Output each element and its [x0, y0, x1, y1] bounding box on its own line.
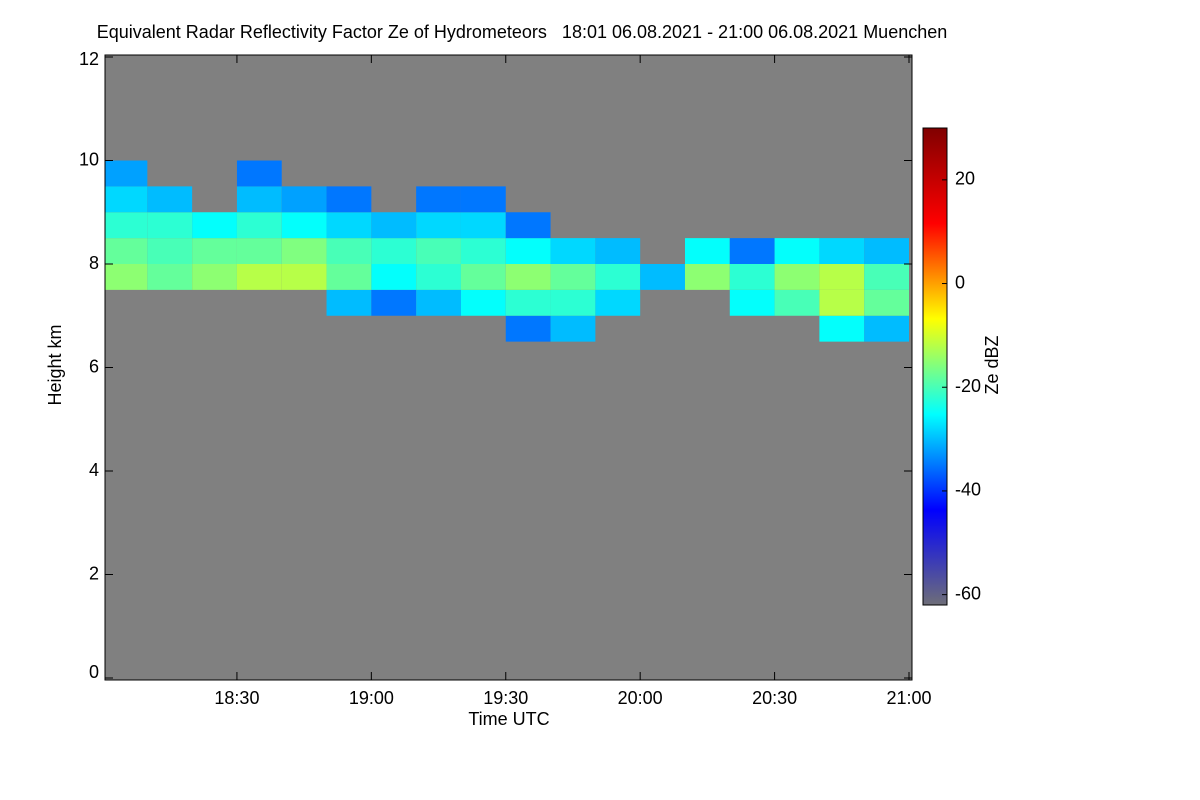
heatmap-cell — [105, 238, 148, 264]
heatmap-cell — [416, 186, 461, 213]
y-tick-label: 6 — [89, 356, 99, 376]
heatmap-cell — [774, 238, 820, 264]
heatmap-cell — [460, 238, 506, 264]
heatmap-cell — [729, 289, 775, 316]
heatmap-cell — [505, 238, 551, 264]
colorbar-tick-label: 20 — [955, 169, 975, 189]
colorbar — [922, 127, 948, 606]
heatmap-cell — [684, 264, 730, 290]
heatmap-cell — [460, 264, 506, 290]
heatmap-cell — [640, 264, 685, 290]
x-tick-label: 20:30 — [752, 688, 797, 708]
heatmap-cell — [595, 264, 641, 290]
heatmap-cell — [684, 238, 730, 264]
x-tick-label: 21:00 — [886, 688, 931, 708]
colorbar-tick-label: -20 — [955, 376, 981, 396]
heatmap-cell — [105, 186, 148, 213]
heatmap-cell — [371, 238, 417, 264]
heatmap-cell — [729, 264, 775, 290]
heatmap-cell — [416, 212, 461, 239]
heatmap-cell — [192, 238, 237, 264]
heatmap-cell — [236, 238, 282, 264]
heatmap-cell — [505, 212, 551, 239]
heatmap-cell — [819, 315, 865, 342]
heatmap-cell — [281, 186, 327, 213]
heatmap-cell — [864, 238, 909, 264]
heatmap-cell — [819, 238, 865, 264]
heatmap-cell — [729, 238, 775, 264]
heatmap-cell — [192, 264, 237, 290]
y-tick-label: 4 — [89, 460, 99, 480]
heatmap-cell — [147, 238, 193, 264]
x-tick-label: 19:30 — [483, 688, 528, 708]
heatmap-cell — [371, 264, 417, 290]
heatmap-cell — [326, 186, 372, 213]
heatmap-cell — [192, 212, 237, 239]
heatmap-cell — [416, 238, 461, 264]
plot-background — [105, 55, 912, 680]
heatmap-cell — [460, 186, 506, 213]
heatmap-cell — [505, 264, 551, 290]
heatmap-cell — [774, 289, 820, 316]
heatmap-cell — [371, 289, 417, 316]
heatmap-cell — [595, 238, 641, 264]
heatmap-cell — [236, 186, 282, 213]
x-tick-label: 18:30 — [214, 688, 259, 708]
heatmap-cell — [460, 289, 506, 316]
heatmap-cell — [147, 212, 193, 239]
heatmap-cell — [105, 160, 148, 187]
heatmap-cell — [505, 289, 551, 316]
heatmap-cell — [416, 264, 461, 290]
heatmap-cell — [505, 315, 551, 342]
heatmap-cell — [819, 264, 865, 290]
heatmap-cell — [864, 315, 909, 342]
y-tick-label: 0 — [89, 662, 99, 682]
heatmap-cell — [281, 212, 327, 239]
heatmap-cell — [550, 315, 596, 342]
y-tick-label: 8 — [89, 253, 99, 273]
heatmap-cell — [864, 264, 909, 290]
heatmap-cell — [326, 212, 372, 239]
heatmap-cell — [819, 289, 865, 316]
heatmap-cell — [595, 289, 641, 316]
y-tick-label: 12 — [79, 49, 99, 69]
colorbar-tick-label: -60 — [955, 583, 981, 603]
colorbar-tick-label: 0 — [955, 272, 965, 292]
heatmap-cell — [236, 160, 282, 187]
heatmap-cell — [774, 264, 820, 290]
heatmap-cell — [550, 289, 596, 316]
heatmap-cell — [371, 212, 417, 239]
heatmap-cell — [236, 212, 282, 239]
x-tick-label: 20:00 — [618, 688, 663, 708]
heatmap-cell — [236, 264, 282, 290]
x-axis-label: Time UTC — [468, 709, 549, 729]
heatmap-cell — [416, 289, 461, 316]
heatmap-cell — [147, 264, 193, 290]
y-tick-label: 10 — [79, 149, 99, 169]
heatmap-cell — [326, 264, 372, 290]
heatmap-cell — [105, 212, 148, 239]
heatmap-cell — [864, 289, 909, 316]
heatmap-cell — [550, 238, 596, 264]
heatmap-cell — [147, 186, 193, 213]
x-tick-label: 19:00 — [349, 688, 394, 708]
y-tick-label: 2 — [89, 563, 99, 583]
heatmap-cell — [281, 264, 327, 290]
heatmap-cell — [326, 289, 372, 316]
heatmap-cell — [105, 264, 148, 290]
heatmap-cell — [460, 212, 506, 239]
chart-title: Equivalent Radar Reflectivity Factor Ze … — [97, 22, 948, 42]
heatmap-cell — [550, 264, 596, 290]
colorbar-label: Ze dBZ — [982, 335, 1002, 394]
heatmap-cell — [281, 238, 327, 264]
heatmap-cell — [326, 238, 372, 264]
colorbar-tick-label: -40 — [955, 480, 981, 500]
y-axis-label: Height km — [45, 324, 65, 405]
